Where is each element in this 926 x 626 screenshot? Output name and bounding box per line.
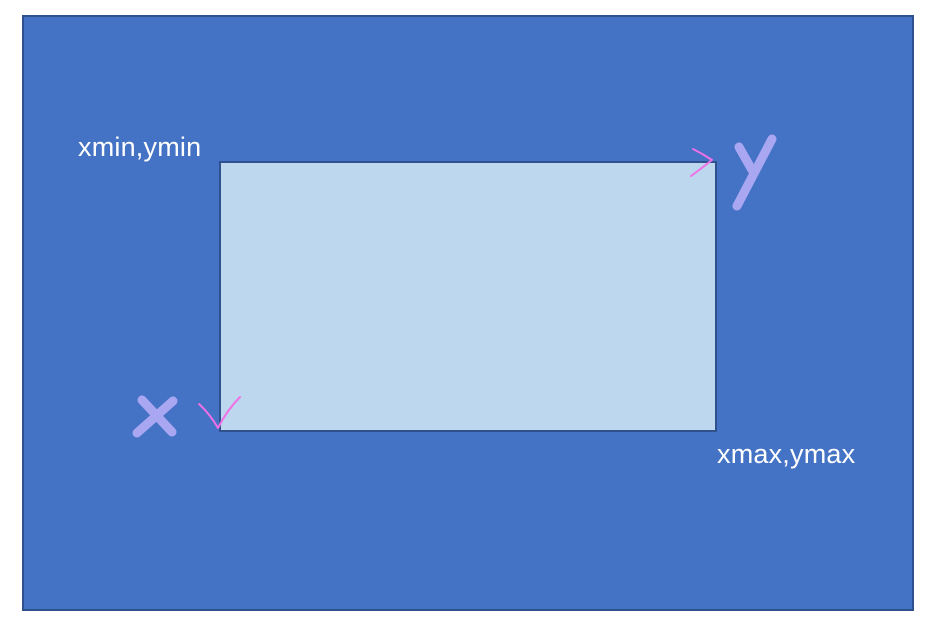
- bounding-box: [219, 161, 717, 432]
- top-left-corner-label: xmin,ymin: [78, 132, 202, 162]
- bottom-right-corner-label: xmax,ymax: [717, 439, 856, 469]
